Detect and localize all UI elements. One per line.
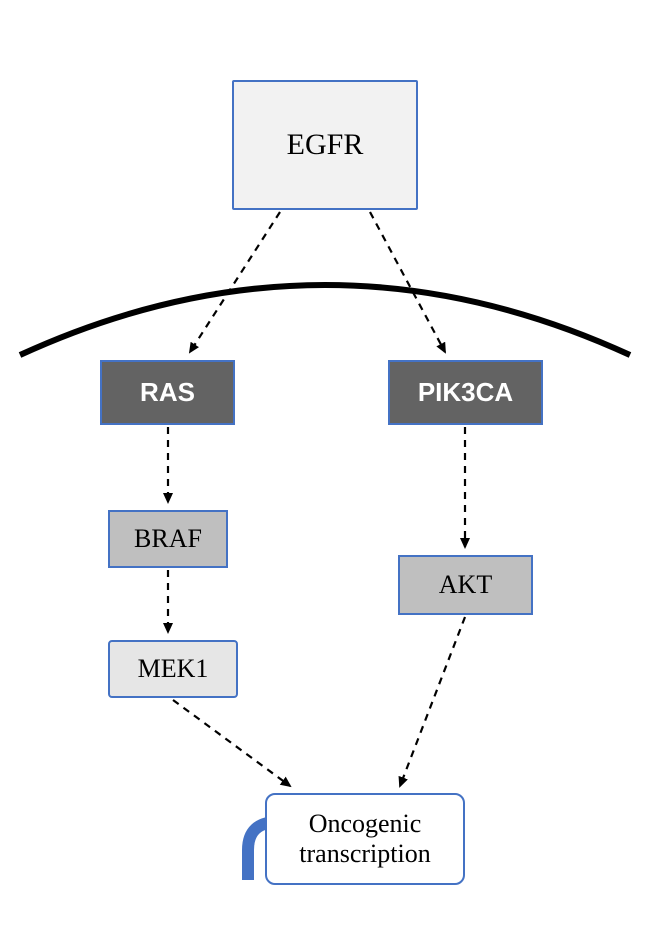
node-egfr: EGFR [232, 80, 418, 210]
node-pik3ca: PIK3CA [388, 360, 543, 425]
edge-akt-onco_r [400, 617, 465, 786]
node-ras: RAS [100, 360, 235, 425]
membrane-arc [20, 285, 630, 355]
node-akt: AKT [398, 555, 533, 615]
diagram-canvas: EGFR RAS PIK3CA BRAF AKT MEK1 Oncogenic transc… [0, 0, 650, 929]
node-braf: BRAF [108, 510, 228, 568]
node-oncogenic-label: Oncogenic transcription [271, 809, 459, 869]
node-mek1-label: MEK1 [138, 654, 209, 684]
node-akt-label: AKT [439, 570, 492, 600]
node-pik3ca-label: PIK3CA [418, 378, 513, 408]
node-mek1: MEK1 [108, 640, 238, 698]
edge-egfr-ras [190, 212, 280, 352]
node-oncogenic: Oncogenic transcription [265, 793, 465, 885]
node-egfr-label: EGFR [287, 128, 364, 163]
node-braf-label: BRAF [134, 524, 202, 554]
edge-mek1-onco_l [173, 700, 290, 786]
edge-egfr-pik3ca [370, 212, 445, 352]
node-ras-label: RAS [140, 378, 195, 408]
